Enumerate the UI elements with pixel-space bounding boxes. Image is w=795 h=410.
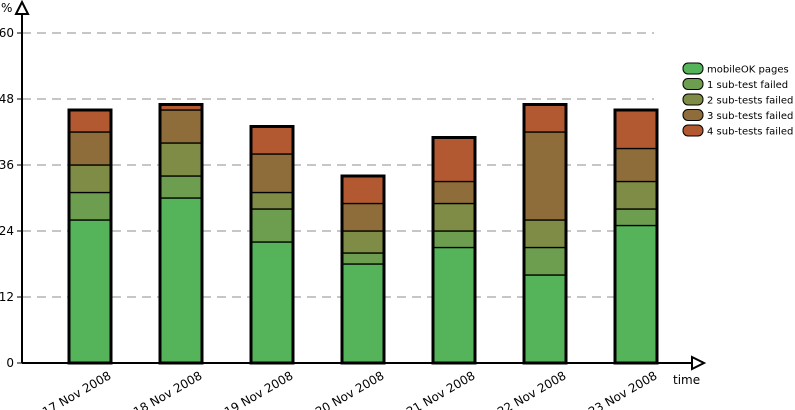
bar-segment (68, 131, 112, 166)
bar-segment (159, 197, 203, 364)
axes: % time (1, 0, 707, 387)
y-tick-labels: 0 12 24 36 48 60 (0, 26, 14, 370)
bar-segment (250, 153, 294, 194)
bar-stack (431, 136, 477, 365)
bar-segment (523, 274, 567, 364)
bar-segment (614, 224, 658, 364)
bar-stack (158, 103, 204, 365)
bar-segment (432, 230, 476, 249)
legend-swatch (682, 109, 704, 121)
bar-segment (68, 219, 112, 364)
y-axis-arrow (14, 0, 30, 15)
x-tick-label: 22 Nov 2008 (495, 368, 569, 410)
y-tick-label: 36 (0, 158, 14, 172)
bar-segment (614, 180, 658, 210)
bar-segment (341, 263, 385, 364)
bar-segment (432, 136, 476, 183)
bar-segment (250, 191, 294, 210)
x-tick-label: 19 Nov 2008 (222, 368, 296, 410)
legend-label: 3 sub-tests failed (707, 111, 793, 122)
bar-segment (341, 202, 385, 232)
bar-segment (432, 180, 476, 205)
y-axis-label: % (1, 1, 12, 15)
bar-stack (522, 103, 568, 365)
bar-segment (432, 202, 476, 232)
bar-segment (614, 208, 658, 227)
legend-swatch (682, 93, 704, 106)
y-tick-label: 0 (6, 356, 14, 370)
bar-segment (159, 175, 203, 199)
legend-swatch (682, 78, 704, 90)
legend-label: 2 sub-tests failed (707, 96, 793, 107)
bar-stack (340, 174, 386, 365)
legend-label: mobileOK pages (707, 65, 789, 76)
x-tick-label: 18 Nov 2008 (131, 368, 205, 410)
bar-segment (68, 191, 112, 221)
bar-stack (67, 108, 113, 365)
y-tick-label: 12 (0, 290, 14, 304)
bar-segment (68, 109, 112, 133)
bar-segment (68, 164, 112, 194)
bar-segment (523, 246, 567, 276)
bar-segment (341, 252, 385, 265)
x-tick-label: 23 Nov 2008 (586, 368, 660, 410)
bar-segment (523, 103, 567, 133)
legend: mobileOK pages 1 sub-test failed 2 sub-tes… (682, 62, 793, 138)
bar-stack (613, 108, 659, 365)
x-tick-labels: 17 Nov 2008 18 Nov 2008 19 Nov 2008 20 Nov … (40, 368, 660, 410)
legend-swatch (682, 124, 704, 137)
legend-label: 1 sub-test failed (707, 80, 788, 91)
bar-segment (341, 230, 385, 254)
bar-segment (614, 109, 658, 150)
bar-segment (614, 147, 658, 183)
bar-segment (432, 246, 476, 364)
bars (67, 103, 659, 365)
y-tick-label: 60 (0, 26, 14, 40)
y-tick-label: 24 (0, 224, 14, 238)
bar-segment (341, 175, 385, 205)
bar-segment (523, 131, 567, 221)
x-tick-label: 21 Nov 2008 (404, 368, 478, 410)
bar-segment (250, 241, 294, 364)
bar-segment (159, 109, 203, 144)
legend-swatch (682, 62, 704, 75)
legend-label: 4 sub-tests failed (707, 127, 793, 138)
y-tick-label: 48 (0, 92, 14, 106)
bar-segment (250, 125, 294, 155)
bar-stack (249, 125, 295, 365)
x-tick-label: 20 Nov 2008 (313, 368, 387, 410)
bar-segment (250, 208, 294, 243)
x-tick-label: 17 Nov 2008 (40, 368, 114, 410)
bar-segment (159, 142, 203, 177)
x-axis-label: time (673, 373, 700, 387)
bar-segment (523, 219, 567, 249)
x-axis-arrow (691, 355, 707, 371)
